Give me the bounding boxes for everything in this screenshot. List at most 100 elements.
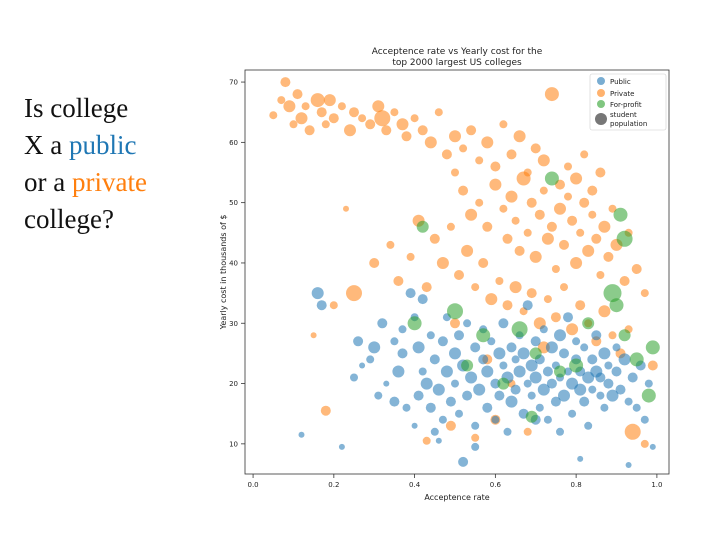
data-point-private: [280, 77, 291, 88]
data-point-private: [582, 244, 595, 257]
data-point-private: [304, 125, 315, 136]
data-point-public: [588, 385, 597, 394]
data-point-public: [511, 355, 520, 364]
data-point-for-profit: [544, 171, 559, 186]
data-point-private: [576, 228, 585, 237]
data-point-public: [311, 287, 324, 300]
data-point-public: [412, 341, 425, 354]
legend-label-public: Public: [610, 78, 631, 86]
data-point-private: [446, 222, 455, 231]
data-point-private: [499, 120, 508, 129]
data-point-public: [451, 379, 459, 388]
data-point-public: [505, 395, 518, 408]
y-tick-label: 10: [229, 440, 238, 448]
data-point-public: [487, 337, 496, 346]
x-tick-label: 0.8: [571, 481, 582, 489]
data-point-private: [546, 221, 557, 232]
data-point-for-profit: [416, 220, 429, 233]
data-point-private: [328, 113, 339, 124]
x-tick-label: 0.4: [409, 481, 421, 489]
data-point-private: [451, 168, 459, 177]
data-point-public: [470, 342, 481, 353]
data-point-private: [289, 120, 298, 129]
data-point-public: [429, 354, 440, 365]
data-point-for-profit: [582, 317, 595, 330]
data-point-public: [545, 341, 558, 354]
data-point-private: [401, 131, 412, 142]
data-point-private: [529, 250, 542, 263]
data-point-public: [517, 347, 530, 360]
data-point-private: [475, 156, 484, 165]
data-point-private: [458, 185, 469, 196]
data-point-private: [624, 423, 641, 440]
data-point-public: [564, 367, 572, 376]
y-axis-label: Yearly cost in thousands of $: [219, 215, 228, 331]
data-point-public: [398, 325, 407, 334]
data-point-public: [546, 378, 557, 389]
data-point-private: [292, 89, 303, 100]
data-point-private: [478, 258, 489, 268]
data-point-private: [523, 228, 532, 237]
data-point-public: [591, 330, 602, 341]
data-point-public: [425, 402, 436, 413]
data-point-for-profit: [525, 410, 538, 423]
data-point-public: [596, 391, 605, 400]
data-point-for-profit: [629, 352, 644, 367]
data-point-public: [405, 288, 416, 299]
data-point-private: [422, 436, 431, 445]
data-point-public: [338, 443, 345, 450]
data-point-private: [365, 119, 376, 130]
data-point-public: [449, 347, 461, 360]
data-point-public: [359, 362, 366, 369]
data-point-private: [514, 245, 525, 256]
data-point-private: [506, 149, 517, 160]
data-point-public: [418, 367, 427, 376]
data-point-public: [644, 379, 653, 388]
data-point-private: [537, 154, 550, 167]
data-point-private: [316, 107, 327, 118]
data-point-public: [454, 330, 464, 341]
data-point-private: [564, 192, 572, 201]
data-point-private: [539, 186, 548, 195]
data-point-public: [554, 329, 566, 342]
data-point-for-profit: [407, 316, 422, 331]
data-point-public: [392, 365, 405, 378]
data-point-public: [426, 331, 435, 340]
data-point-private: [310, 332, 317, 339]
data-point-public: [430, 427, 439, 436]
data-point-private: [485, 293, 498, 306]
data-point-private: [526, 288, 537, 299]
question-text: Is college X a public or a private colle…: [24, 90, 199, 238]
data-point-public: [455, 409, 463, 418]
question-word-public: public: [68, 130, 137, 160]
legend-label-population-line-1: student: [610, 111, 637, 119]
data-point-public: [523, 379, 532, 388]
data-point-private: [516, 171, 531, 186]
data-point-public: [556, 427, 564, 436]
chart-title-line-2: top 2000 largest US colleges: [392, 58, 522, 68]
data-point-private: [337, 102, 346, 111]
data-point-private: [499, 204, 508, 213]
data-point-for-profit: [554, 365, 566, 378]
data-point-private: [283, 100, 296, 113]
data-point-public: [535, 403, 544, 412]
data-point-private: [511, 216, 520, 225]
data-point-public: [632, 403, 641, 412]
data-point-public: [491, 415, 500, 424]
data-point-public: [539, 325, 548, 334]
data-point-private: [608, 331, 617, 340]
legend-marker-public: [597, 77, 605, 85]
data-point-public: [577, 455, 584, 462]
data-point-private: [445, 420, 456, 431]
scatter-chart: Acceptence rate vs Yearly cost for the t…: [219, 47, 670, 502]
plot-frame: [244, 69, 670, 475]
data-point-private: [490, 161, 501, 172]
data-point-private: [393, 276, 404, 286]
data-point-public: [478, 354, 489, 365]
data-point-public: [417, 294, 428, 305]
data-point-private: [429, 233, 440, 244]
data-point-public: [624, 397, 633, 406]
data-point-public: [503, 427, 512, 436]
data-point-private: [587, 185, 598, 196]
data-point-private: [454, 270, 464, 280]
